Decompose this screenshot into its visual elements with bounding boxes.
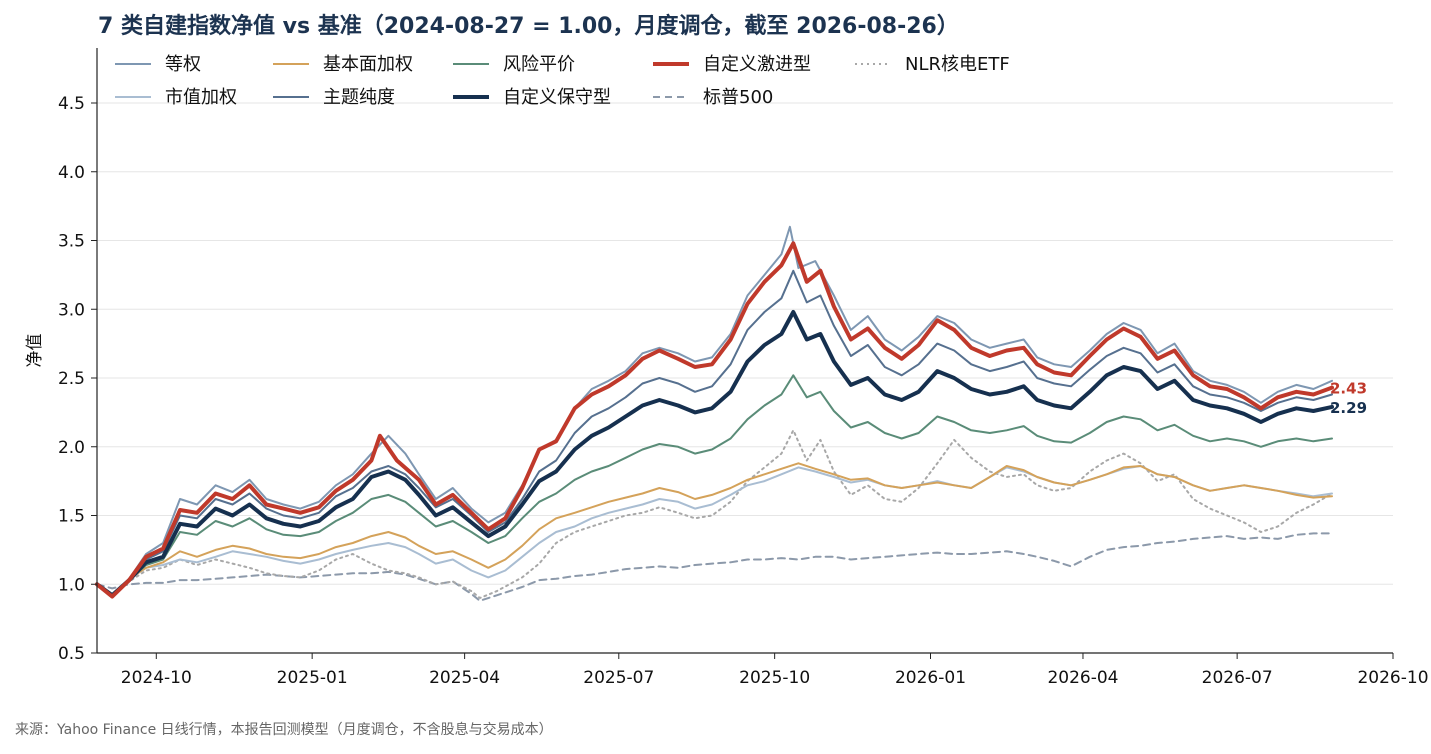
series-line-基本面加权: [96, 462, 1333, 597]
legend-label: NLR核电ETF: [905, 54, 1010, 75]
legend-label: 基本面加权: [323, 54, 413, 75]
y-tick-label: 3.5: [58, 232, 85, 252]
series-line-NLR核电ETF: [96, 429, 1333, 599]
y-axis-label: 净值: [25, 334, 45, 368]
y-tick-label: 2.5: [58, 369, 85, 389]
series-line-自定义保守型: [95, 310, 1334, 598]
x-tick-label: 2026-04: [1047, 668, 1118, 688]
axes: [91, 48, 1394, 659]
series-line-风险平价: [96, 374, 1333, 597]
series-line-等权: [96, 225, 1333, 597]
x-tick-label: 2026-10: [1357, 668, 1428, 688]
y-tick-label: 3.0: [58, 300, 85, 320]
y-tick-label: 2.0: [58, 438, 85, 458]
x-tick-label: 2024-10: [121, 668, 192, 688]
y-tick-label: 4.5: [58, 94, 85, 114]
legend-label: 市值加权: [165, 87, 237, 108]
legend: 等权 基本面加权 风险平价 自定义激进型 NLR核电ETF 市值加权 主题纯度 自定义保守型 标…: [115, 54, 1010, 108]
legend-label: 主题纯度: [323, 87, 395, 108]
series-line-标普500: [96, 532, 1333, 602]
y-tick-label: 1.5: [58, 507, 85, 527]
series-line-自定义激进型: [95, 241, 1334, 599]
end-label: 2.43: [1330, 380, 1367, 398]
x-tick-label: 2026-01: [895, 668, 966, 688]
y-tick-label: 0.5: [58, 644, 85, 664]
source-note: 来源：Yahoo Finance 日线行情，本报告回测模型（月度调仓，不含股息与…: [15, 721, 553, 738]
x-tick-label: 2025-01: [277, 668, 348, 688]
x-tick-label: 2025-04: [429, 668, 500, 688]
tick-labels: 0.5 1.0 1.5 2.0 2.5 3.0 3.5 4.0 4.5 2024-10 2025-0…: [58, 94, 1429, 688]
x-tick-label: 2025-10: [739, 668, 810, 688]
series-line-主题纯度: [96, 269, 1333, 597]
legend-label: 自定义激进型: [703, 54, 811, 75]
legend-label: 风险平价: [503, 54, 575, 75]
legend-label: 自定义保守型: [503, 87, 611, 108]
x-tick-label: 2025-07: [583, 668, 654, 688]
legend-label: 等权: [165, 54, 201, 75]
x-tick-label: 2026-07: [1202, 668, 1273, 688]
series-line-市值加权: [96, 465, 1333, 595]
end-label: 2.29: [1330, 399, 1367, 417]
y-tick-label: 1.0: [58, 575, 85, 595]
y-tick-label: 4.0: [58, 163, 85, 183]
chart-title: 7 类自建指数净值 vs 基准（2024-08-27 = 1.00，月度调仓，截…: [98, 13, 959, 39]
series-layer: [95, 225, 1334, 602]
end-labels: 2.432.29: [1330, 380, 1367, 417]
legend-label: 标普500: [703, 87, 773, 108]
